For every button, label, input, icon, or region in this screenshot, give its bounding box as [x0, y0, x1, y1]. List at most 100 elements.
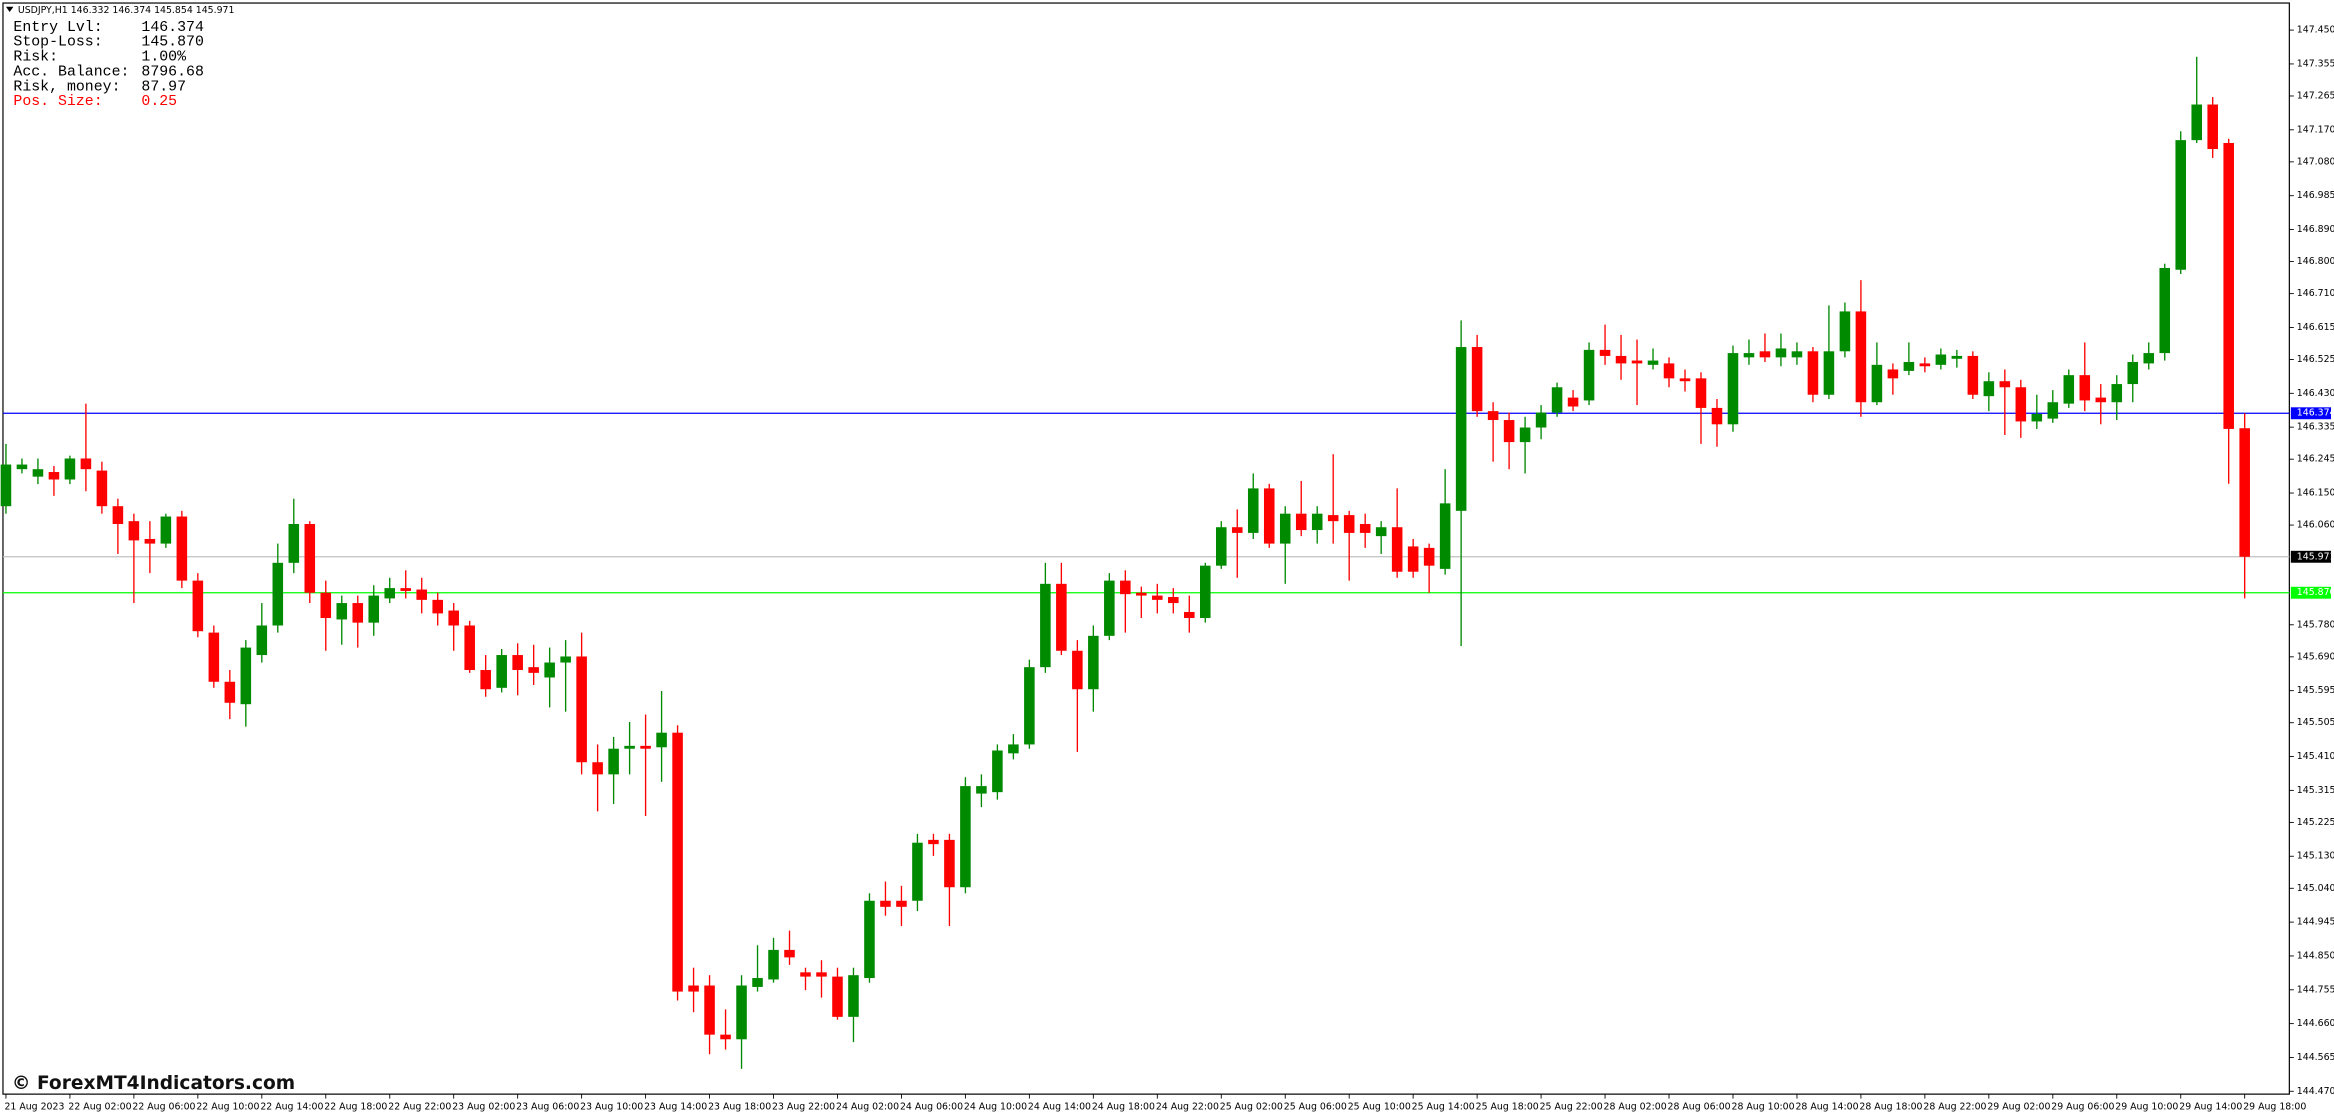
candle-body: [16, 464, 28, 470]
panel-value: 0.25: [141, 94, 177, 110]
x-tick-label: 24 Aug 22:00: [1156, 1101, 1219, 1112]
candle-body: [320, 592, 332, 619]
panel-value: 1.00%: [141, 50, 186, 66]
candle-body: [336, 603, 348, 620]
x-tick-label: 24 Aug 06:00: [900, 1101, 963, 1112]
candle-body: [2047, 402, 2059, 419]
x-tick-label: 29 Aug 14:00: [2179, 1101, 2242, 1112]
candle-body: [816, 972, 827, 977]
y-tick-label: 145.505: [2297, 717, 2334, 728]
candle-body: [1407, 546, 1419, 572]
candle-body: [80, 458, 92, 470]
x-tick-label: 22 Aug 18:00: [324, 1101, 387, 1112]
candle-body: [720, 1034, 731, 1040]
level-tag: [2290, 586, 2332, 599]
candle-body: [1295, 513, 1307, 531]
candle-body: [1791, 351, 1803, 358]
candle-body: [2191, 104, 2202, 141]
y-tick-label: 147.355: [2297, 58, 2334, 69]
info-panel: Entry Lvl: 146.374 Stop-Loss: 145.870 Risk: 1…: [13, 20, 204, 110]
candle-body: [1631, 360, 1643, 364]
candle-body: [864, 900, 875, 979]
candle-body: [1152, 595, 1163, 600]
panel-label: Risk:: [13, 50, 58, 66]
candle-body: [1535, 412, 1547, 428]
candle-body: [256, 625, 268, 656]
candle-body: [112, 506, 124, 525]
y-tick-label: 147.170: [2297, 124, 2334, 135]
candle-body: [208, 632, 220, 682]
candle-body: [1487, 411, 1499, 421]
candle-body: [2063, 375, 2075, 404]
candle-body: [1823, 351, 1835, 395]
y-tick-label: 146.430: [2297, 388, 2334, 399]
candle-body: [576, 656, 587, 763]
y-tick-label: 146.800: [2297, 256, 2334, 267]
y-tick-label: 146.245: [2297, 454, 2334, 465]
panel-label: Stop-Loss:: [13, 35, 102, 51]
candle-body: [752, 978, 763, 987]
x-tick-label: 25 Aug 14:00: [1412, 1101, 1475, 1112]
candle-body: [1919, 363, 1931, 367]
candle-body: [368, 595, 380, 623]
candle-body: [1199, 565, 1211, 619]
candle-body: [560, 656, 571, 663]
candle-body: [1743, 353, 1755, 358]
y-tick-label: 146.150: [2297, 488, 2334, 499]
candle-body: [1695, 378, 1707, 408]
x-tick-label: 29 Aug 18:00: [2243, 1101, 2306, 1112]
x-tick-label: 28 Aug 06:00: [1668, 1101, 1731, 1112]
candle-body: [1567, 397, 1579, 407]
candle-body: [1903, 361, 1915, 371]
candle-body: [1136, 592, 1147, 596]
y-tick-label: 144.565: [2297, 1052, 2334, 1063]
candle-body: [672, 732, 683, 992]
y-tick-label: 145.040: [2297, 883, 2334, 894]
candle-body: [1999, 381, 2011, 388]
y-tick-label: 144.755: [2297, 984, 2334, 995]
candle-body: [704, 985, 715, 1035]
candle-body: [1359, 524, 1371, 533]
y-tick-label: 146.615: [2297, 322, 2334, 333]
candle-body: [1935, 354, 1947, 365]
panel-label: Risk, money:: [13, 79, 120, 95]
level-tag: [2290, 407, 2332, 420]
x-tick-label: 22 Aug 02:00: [68, 1101, 131, 1112]
candle-body: [224, 681, 236, 703]
candle-body: [736, 985, 747, 1040]
y-tick-label: 145.780: [2297, 619, 2334, 630]
candle-body: [1008, 744, 1019, 754]
candle-body: [976, 786, 987, 794]
y-tick-label: 147.080: [2297, 156, 2334, 167]
y-tick-label: 146.060: [2297, 520, 2334, 531]
y-tick-label: 145.225: [2297, 817, 2334, 828]
candle-body: [1551, 387, 1563, 413]
x-tick-label: 29 Aug 06:00: [2051, 1101, 2114, 1112]
candle-body: [1615, 355, 1627, 364]
symbol-menu-arrow[interactable]: [5, 6, 14, 12]
candle-body: [1759, 351, 1771, 358]
candle-body: [128, 521, 140, 541]
panel-value: 146.374: [141, 20, 204, 36]
panel-label: Pos. Size:: [13, 94, 102, 110]
panel-label: Entry Lvl:: [13, 20, 102, 36]
candle-body: [640, 745, 651, 749]
y-tick-label: 145.690: [2297, 651, 2334, 662]
panel-value: 145.870: [141, 35, 204, 51]
candle-body: [240, 647, 252, 705]
x-tick-label: 22 Aug 06:00: [132, 1101, 195, 1112]
candle-body: [1727, 353, 1739, 425]
candle-body: [1503, 420, 1515, 443]
candle-body: [1056, 583, 1067, 651]
level-tag: [2290, 550, 2332, 563]
candle-body: [1088, 635, 1099, 690]
candle-body: [0, 464, 12, 507]
candle-body: [1871, 364, 1883, 403]
y-tick-label: 144.850: [2297, 950, 2334, 961]
candle-body: [1839, 311, 1851, 352]
candle-body: [768, 949, 779, 980]
candle-body: [2239, 428, 2250, 557]
level-tag-label: 146.374: [2297, 408, 2334, 419]
